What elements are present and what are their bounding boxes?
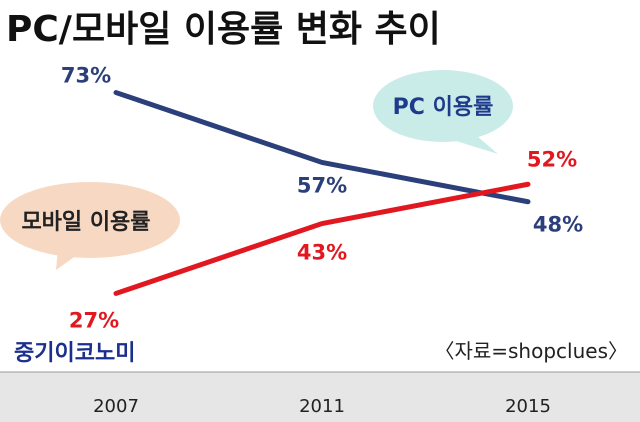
mobile-series-callout: 모바일 이용률 [0, 182, 180, 270]
chart-title: PC/모바일 이용률 변화 추이 [6, 9, 441, 50]
pc-data-label-2007: 73% [61, 64, 111, 88]
x-tick-label-2007: 2007 [93, 396, 139, 417]
pc-series-label: PC 이용률 [393, 95, 494, 120]
mobile-data-label-2015: 52% [527, 147, 577, 171]
mobile-callout-tail [56, 248, 84, 270]
pc-data-label-2011: 57% [297, 173, 347, 197]
x-tick-label-2011: 2011 [299, 396, 345, 417]
pc-callout-tail [440, 130, 498, 154]
publisher-brand: 중기이코노미 [14, 341, 135, 366]
mobile-data-label-2007: 27% [69, 308, 119, 332]
pc-series-line [113, 90, 531, 205]
pc-callout-bubble [373, 70, 513, 142]
pc-data-label-2015: 48% [533, 213, 583, 237]
mobile-series-label: 모바일 이용률 [21, 210, 150, 235]
source-note: 〈자료=shopclues〉 [434, 339, 628, 363]
mobile-series-line [113, 181, 531, 296]
x-tick-label-2015: 2015 [505, 396, 551, 417]
mobile-data-label-2011: 43% [297, 241, 347, 265]
mobile-callout-bubble [0, 182, 180, 258]
x-axis-band [0, 372, 640, 422]
pc-series-callout: PC 이용률 [373, 70, 513, 154]
